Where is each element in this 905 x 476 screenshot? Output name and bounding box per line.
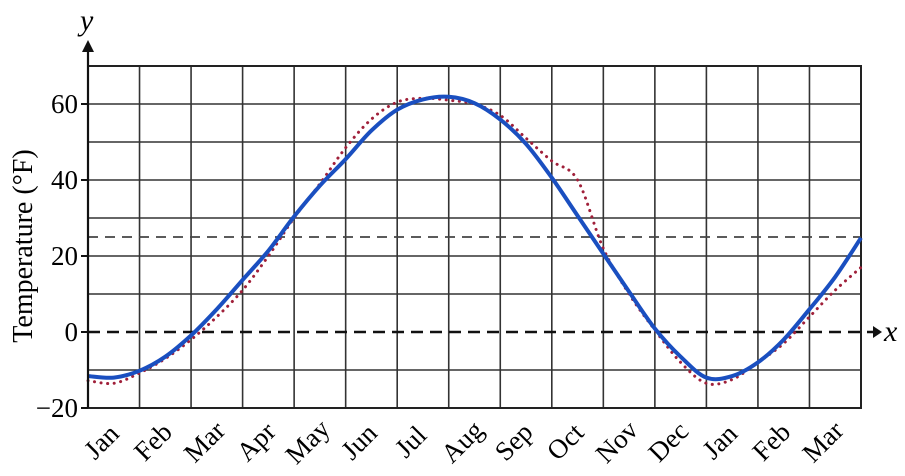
y-axis-variable: y	[77, 4, 94, 37]
axes	[81, 40, 882, 409]
x-axis-arrow	[873, 326, 882, 338]
series-observed-dotted-line	[86, 96, 863, 386]
y-axis-arrow	[82, 40, 94, 52]
y-tick-label: −20	[36, 393, 78, 423]
x-tick-label: Feb	[128, 417, 178, 467]
y-axis-title: Temperature (°F)	[8, 149, 39, 342]
x-axis-variable: x	[883, 315, 898, 348]
y-tick-label: 20	[51, 241, 78, 271]
x-tick-label: Jan	[696, 418, 743, 465]
x-tick-label: Feb	[746, 417, 796, 467]
reference-lines	[88, 236, 873, 334]
y-tick-label: 0	[65, 317, 79, 347]
x-tick-label: Aug	[435, 415, 489, 469]
x-tick-label: May	[279, 413, 336, 470]
x-tick-label: Sep	[489, 417, 539, 467]
x-tick-label: Dec	[642, 416, 694, 468]
x-tick-label: Mar	[178, 415, 231, 468]
x-tick-label: Nov	[590, 414, 644, 468]
x-tick-label: Oct	[541, 417, 590, 466]
x-tick-label: Jan	[78, 418, 125, 465]
grid	[87, 65, 862, 409]
x-tick-label: Jul	[389, 420, 432, 463]
y-tick-label: 40	[51, 165, 78, 195]
series-group	[86, 94, 863, 386]
series-model-solid-line	[87, 94, 863, 382]
x-tick-label: Apr	[231, 416, 282, 467]
x-tick-label: Mar	[796, 415, 849, 468]
x-tick-label: Jun	[335, 417, 383, 465]
plot-frame	[87, 65, 862, 409]
y-tick-label: 60	[51, 89, 78, 119]
